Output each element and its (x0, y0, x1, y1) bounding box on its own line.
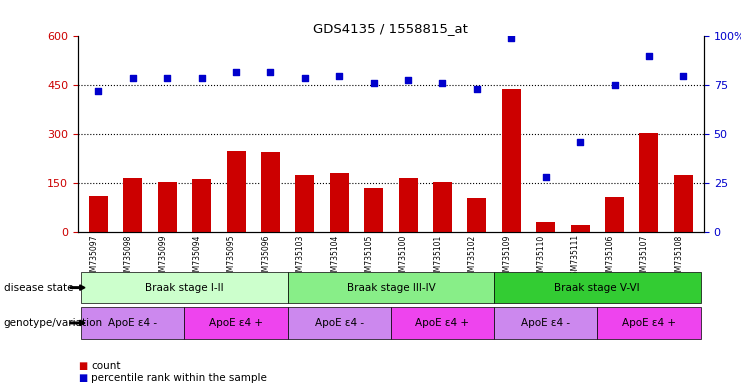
Text: ApoE ε4 +: ApoE ε4 + (209, 318, 263, 328)
Text: ApoE ε4 -: ApoE ε4 - (108, 318, 157, 328)
Text: GSM735100: GSM735100 (399, 234, 408, 281)
Text: ApoE ε4 -: ApoE ε4 - (315, 318, 364, 328)
Text: GSM735103: GSM735103 (296, 234, 305, 281)
Bar (502, 89, 521, 232)
Bar (330, 173, 349, 232)
Text: GSM735096: GSM735096 (262, 234, 270, 281)
Point (230, 69, 242, 75)
Point (162, 74, 173, 81)
Point (265, 69, 276, 75)
Text: GSM735105: GSM735105 (365, 234, 373, 281)
Bar (296, 175, 314, 232)
Point (299, 74, 310, 81)
Text: ApoE ε4 -: ApoE ε4 - (521, 318, 571, 328)
Text: GSM735109: GSM735109 (502, 234, 511, 281)
Text: ■: ■ (78, 373, 87, 383)
Text: GSM735110: GSM735110 (536, 234, 545, 281)
Bar (365, 188, 383, 232)
Text: percentile rank within the sample: percentile rank within the sample (91, 373, 267, 383)
Point (471, 86, 483, 93)
Text: GSM735097: GSM735097 (90, 234, 99, 281)
Text: count: count (91, 361, 121, 371)
Text: disease state: disease state (4, 283, 73, 293)
Text: GSM735094: GSM735094 (193, 234, 202, 281)
Point (539, 174, 551, 180)
Bar (674, 175, 693, 232)
Text: GSM735106: GSM735106 (605, 234, 614, 281)
Point (608, 83, 620, 89)
Bar (433, 182, 452, 232)
Bar (158, 182, 176, 232)
Title: GDS4135 / 1558815_at: GDS4135 / 1558815_at (313, 22, 468, 35)
Point (127, 74, 139, 81)
Point (333, 73, 345, 79)
Bar (192, 179, 211, 232)
Text: GSM735098: GSM735098 (124, 234, 133, 281)
Text: ApoE ε4 +: ApoE ε4 + (416, 318, 470, 328)
Text: ApoE ε4 +: ApoE ε4 + (622, 318, 676, 328)
Text: GSM735099: GSM735099 (159, 234, 167, 281)
Point (677, 73, 689, 79)
Point (436, 80, 448, 86)
Point (402, 76, 414, 83)
Text: GSM735111: GSM735111 (571, 234, 580, 280)
Point (574, 139, 586, 145)
Point (505, 35, 517, 41)
Text: Braak stage V-VI: Braak stage V-VI (554, 283, 640, 293)
Point (93, 88, 104, 94)
Bar (605, 197, 624, 232)
Bar (536, 222, 555, 232)
Bar (468, 198, 486, 232)
Bar (261, 152, 280, 232)
Bar (89, 197, 108, 232)
Text: GSM735095: GSM735095 (227, 234, 236, 281)
Bar (124, 179, 142, 232)
Bar (399, 179, 417, 232)
Text: GSM735104: GSM735104 (330, 234, 339, 281)
Point (368, 80, 379, 86)
Text: GSM735107: GSM735107 (640, 234, 649, 281)
Bar (227, 151, 245, 232)
Text: GSM735102: GSM735102 (468, 234, 477, 281)
Bar (571, 225, 590, 232)
Point (643, 53, 655, 59)
Bar (639, 133, 658, 232)
Text: ■: ■ (78, 361, 87, 371)
Text: GSM735101: GSM735101 (433, 234, 442, 281)
Text: Braak stage I-II: Braak stage I-II (145, 283, 224, 293)
Point (196, 74, 207, 81)
Text: GSM735108: GSM735108 (674, 234, 683, 281)
Text: Braak stage III-IV: Braak stage III-IV (347, 283, 435, 293)
Text: genotype/variation: genotype/variation (4, 318, 103, 328)
